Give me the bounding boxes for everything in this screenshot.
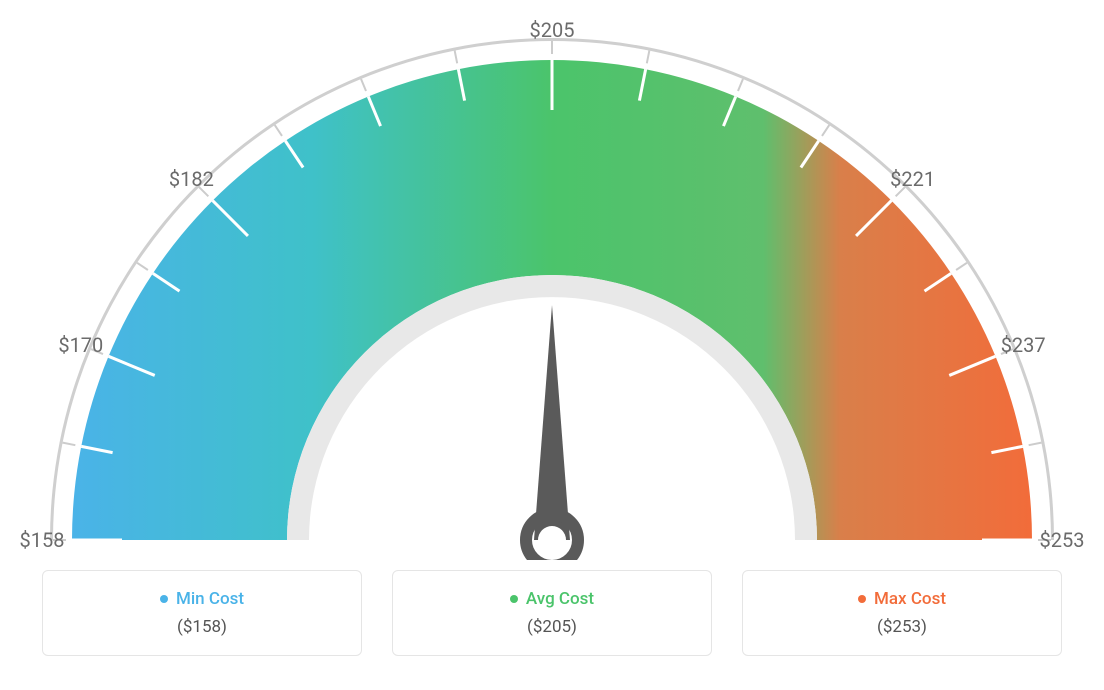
dot-icon [160, 595, 168, 603]
gauge-chart: $158 $170 $182 $205 $221 $237 $253 [22, 20, 1082, 550]
legend-label: Avg Cost [526, 589, 594, 609]
gauge-tick-label: $182 [169, 167, 214, 191]
chart-container: $158 $170 $182 $205 $221 $237 $253 Min Cost ($… [0, 0, 1104, 690]
gauge-tick-label: $237 [1001, 333, 1046, 357]
legend-title-avg: Avg Cost [510, 589, 594, 609]
legend-value-avg: ($205) [527, 617, 577, 637]
legend-value-min: ($158) [177, 617, 227, 637]
gauge-svg [22, 20, 1082, 560]
gauge-tick-label: $170 [58, 333, 103, 357]
gauge-tick-label: $253 [1040, 528, 1085, 552]
legend-title-max: Max Cost [858, 589, 946, 609]
dot-icon [510, 595, 518, 603]
gauge-tick-label: $221 [890, 167, 935, 191]
legend-label: Max Cost [874, 589, 946, 609]
gauge-tick-label: $158 [20, 528, 65, 552]
legend-card-max: Max Cost ($253) [742, 570, 1062, 656]
dot-icon [858, 595, 866, 603]
legend-label: Min Cost [176, 589, 244, 609]
legend-card-avg: Avg Cost ($205) [392, 570, 712, 656]
legend-value-max: ($253) [877, 617, 927, 637]
legend-card-min: Min Cost ($158) [42, 570, 362, 656]
gauge-tick-label: $205 [530, 18, 575, 42]
legend-title-min: Min Cost [160, 589, 244, 609]
legend-row: Min Cost ($158) Avg Cost ($205) Max Cost… [42, 570, 1062, 656]
